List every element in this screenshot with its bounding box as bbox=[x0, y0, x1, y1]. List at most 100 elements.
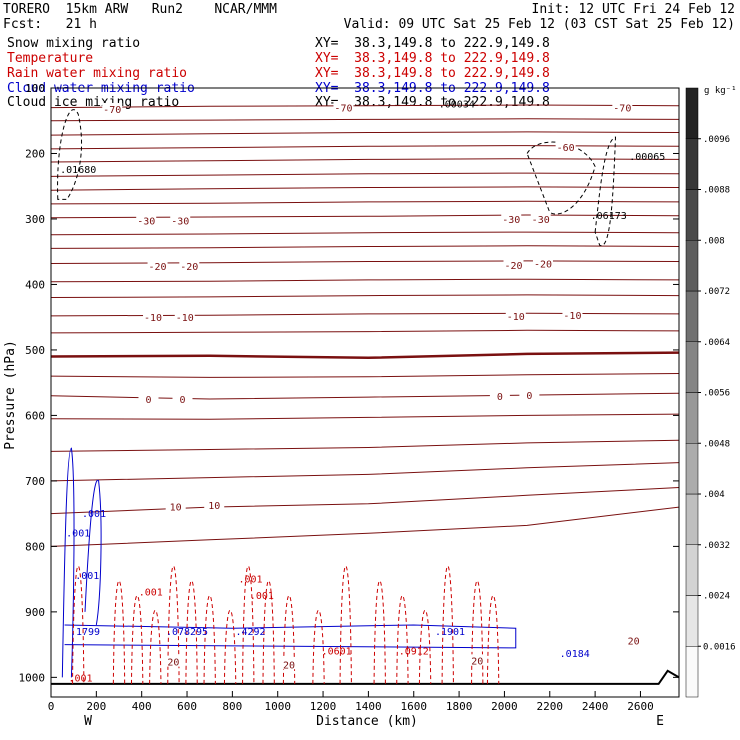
isotherm-line bbox=[50, 245, 680, 249]
extremum-label: .1901 bbox=[435, 627, 465, 638]
colorbar-bin bbox=[685, 493, 699, 545]
y-tick-label: 500 bbox=[25, 344, 45, 357]
temperature-label: -30 bbox=[502, 215, 520, 226]
isotherm-line bbox=[50, 131, 680, 136]
isotherm-line bbox=[50, 214, 680, 219]
rain-water-contour bbox=[130, 594, 144, 684]
temperature-label-bg bbox=[555, 140, 576, 152]
cloud-ice-contour bbox=[526, 141, 596, 215]
temperature-label-bg bbox=[503, 258, 524, 270]
colorbar-tick-label: .0088 bbox=[703, 186, 730, 196]
colorbar-tick-label: .0056 bbox=[703, 389, 730, 399]
temperature-label: 10 bbox=[208, 501, 220, 512]
colorbar-bin bbox=[685, 341, 699, 393]
temperature-label-bg bbox=[165, 500, 186, 512]
rain-water-contour bbox=[418, 610, 432, 684]
temperature-label: -60 bbox=[557, 143, 575, 154]
colorbar-bin bbox=[685, 240, 699, 292]
temperature-label: -30 bbox=[137, 216, 155, 227]
temperature-label-bg bbox=[147, 260, 168, 272]
cloud-water-contour bbox=[61, 447, 75, 678]
surface-line bbox=[51, 669, 680, 685]
legend-rain-xy: XY= 38.3,149.8 to 222.9,149.8 bbox=[315, 66, 550, 81]
x-tick-label: 800 bbox=[222, 700, 242, 713]
extremum-label: .001 bbox=[250, 591, 274, 602]
colorbar-tick-label: .004 bbox=[703, 490, 725, 500]
extremum-label: .06173 bbox=[591, 211, 627, 222]
x-end-label-west: W bbox=[84, 714, 92, 729]
legend-snow-name: Snow mixing ratio bbox=[7, 36, 141, 51]
temperature-label-bg bbox=[467, 654, 488, 666]
temperature-label: -20 bbox=[504, 261, 522, 272]
x-tick-label: 0 bbox=[48, 700, 55, 713]
rain-water-contour bbox=[223, 610, 237, 684]
temperature-label-bg bbox=[623, 634, 644, 646]
temperature-label-bg bbox=[102, 102, 123, 114]
temperature-label-bg bbox=[279, 658, 300, 670]
model-title: TORERO 15km ARW Run2 NCAR/MMM bbox=[3, 2, 277, 17]
legend-snow-xy: XY= 38.3,149.8 to 222.9,149.8 bbox=[315, 36, 550, 51]
y-axis-label: Pressure (hPa) bbox=[3, 340, 18, 450]
cloud-ice-contour bbox=[594, 136, 617, 246]
y-tick-label: 800 bbox=[25, 540, 45, 553]
rain-water-contour bbox=[242, 565, 255, 684]
isotherm-line bbox=[50, 145, 680, 150]
isotherm-line bbox=[50, 278, 680, 283]
temperature-label: -20 bbox=[149, 262, 167, 273]
rain-water-contour bbox=[339, 565, 352, 684]
colorbar-tick-label: .008 bbox=[703, 236, 725, 246]
temperature-label: 0 bbox=[179, 395, 185, 406]
extremum-label: .0184 bbox=[560, 649, 590, 660]
extremum-label: .01680 bbox=[60, 165, 96, 176]
rain-water-contour bbox=[112, 580, 126, 684]
temperature-label-bg bbox=[172, 393, 193, 405]
temperature-label: 10 bbox=[170, 502, 182, 513]
extremum-label: .4292 bbox=[235, 627, 265, 638]
temperature-label: 0 bbox=[145, 395, 151, 406]
rain-water-contour bbox=[203, 594, 216, 684]
x-tick-label: 400 bbox=[132, 700, 152, 713]
temperature-label: -10 bbox=[176, 313, 194, 324]
extremum-label: .0912 bbox=[399, 646, 429, 657]
temperature-label: 20 bbox=[283, 660, 295, 671]
temperature-label: 0 bbox=[526, 391, 532, 402]
extremum-label: .0601 bbox=[322, 646, 352, 657]
x-tick-label: 2400 bbox=[582, 700, 609, 713]
cloud-ice-contour bbox=[57, 109, 82, 200]
colorbar-bin bbox=[685, 138, 699, 190]
temperature-label-bg bbox=[519, 389, 540, 401]
x-axis-label: Distance (km) bbox=[316, 714, 418, 729]
colorbar-bin bbox=[685, 290, 699, 342]
colorbar-tick-label: .0024 bbox=[703, 592, 730, 602]
extremum-label: .001 bbox=[66, 529, 90, 540]
temperature-label: 20 bbox=[628, 637, 640, 648]
temperature-label: -70 bbox=[334, 104, 352, 115]
colorbar-bin bbox=[685, 443, 699, 495]
isotherm-line bbox=[50, 439, 680, 452]
temperature-label-bg bbox=[138, 393, 159, 405]
temperature-label-bg bbox=[143, 311, 164, 323]
colorbar-bin bbox=[685, 87, 699, 139]
colorbar-unit: g kg⁻¹ bbox=[704, 86, 737, 96]
temperature-label-bg bbox=[170, 214, 191, 226]
rain-water-contour bbox=[471, 580, 484, 684]
colorbar-bin bbox=[685, 392, 699, 444]
x-tick-label: 2600 bbox=[627, 700, 654, 713]
temperature-label: -20 bbox=[534, 259, 552, 270]
colorbar-tick-label: .0048 bbox=[703, 439, 730, 449]
rain-water-contour bbox=[441, 565, 454, 684]
forecast-hour: Fcst: 21 h bbox=[3, 17, 97, 32]
isotherm-line bbox=[50, 172, 680, 177]
temperature-label: 0 bbox=[497, 392, 503, 403]
extremum-label: .00034 bbox=[439, 100, 475, 111]
temperature-label-bg bbox=[179, 260, 200, 272]
x-tick-label: 200 bbox=[86, 700, 106, 713]
temperature-label-bg bbox=[333, 101, 354, 113]
x-tick-label: 1200 bbox=[310, 700, 337, 713]
temperature-label-bg bbox=[489, 389, 510, 401]
rain-water-contour bbox=[486, 594, 500, 684]
rain-water-contour bbox=[167, 565, 180, 684]
temperature-label: -70 bbox=[613, 104, 631, 115]
y-tick-label: 100 bbox=[25, 82, 45, 95]
x-tick-label: 1000 bbox=[264, 700, 291, 713]
